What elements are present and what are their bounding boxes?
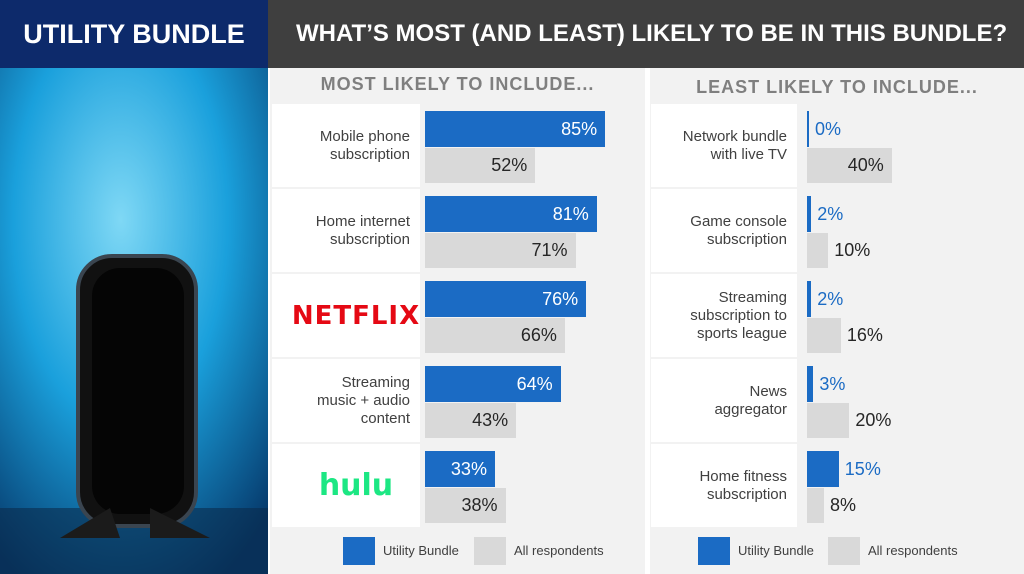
legend-label: Utility Bundle — [738, 543, 814, 558]
bar — [425, 366, 561, 402]
bar — [807, 281, 812, 317]
bar — [807, 488, 824, 523]
category-label: Home fitness subscription — [651, 444, 797, 527]
bar — [807, 366, 814, 402]
bar — [425, 281, 587, 317]
value-label: 64% — [516, 374, 553, 394]
bar — [807, 233, 829, 268]
bar — [425, 451, 495, 487]
bar — [425, 196, 597, 232]
bar — [807, 196, 812, 232]
value-label: 40% — [847, 155, 884, 175]
value-label: 16% — [846, 325, 883, 345]
router-image — [0, 68, 268, 574]
value-label: 71% — [531, 240, 568, 260]
bar — [807, 451, 839, 487]
bar — [425, 488, 506, 523]
bar — [425, 111, 606, 147]
bar — [425, 148, 536, 183]
category-label: Streaming music + audio content — [272, 359, 420, 442]
value-label: 33% — [450, 459, 487, 479]
value-label: 2% — [817, 204, 844, 224]
left-header: UTILITY BUNDLE — [0, 0, 268, 68]
value-label: 43% — [472, 410, 509, 430]
value-label: 81% — [552, 204, 589, 224]
value-label: 38% — [461, 495, 498, 515]
value-label: 76% — [542, 289, 579, 309]
value-label: 85% — [561, 119, 598, 139]
value-label: 10% — [834, 240, 871, 260]
legend-swatch — [474, 537, 506, 565]
value-label: 8% — [829, 495, 856, 515]
bar — [807, 318, 841, 353]
bar — [807, 148, 892, 183]
legend-label: All respondents — [868, 543, 958, 558]
right-header: WHAT’S MOST (AND LEAST) LIKELY TO BE IN … — [268, 0, 1024, 68]
legend-label: All respondents — [514, 543, 604, 558]
category-label: Mobile phone subscription — [272, 104, 420, 187]
value-label: 0% — [815, 119, 842, 139]
bar — [807, 111, 809, 147]
category-label: Streaming subscription to sports league — [651, 274, 797, 357]
bar — [425, 318, 565, 353]
chart-title: LEAST LIKELY TO INCLUDE... — [696, 77, 978, 97]
bar — [425, 233, 576, 268]
bar — [425, 403, 517, 438]
category-label: Home internet subscription — [272, 189, 420, 272]
value-label: 66% — [520, 325, 557, 345]
legend-label: Utility Bundle — [383, 543, 459, 558]
category-label: Game console subscription — [651, 189, 797, 272]
legend-swatch — [698, 537, 730, 565]
category-label: News aggregator — [651, 359, 797, 442]
right-title: WHAT’S MOST (AND LEAST) LIKELY TO BE IN … — [296, 20, 1008, 47]
bar — [807, 403, 850, 438]
legend-swatch — [343, 537, 375, 565]
value-label: 20% — [855, 410, 892, 430]
category-label: Network bundle with live TV — [651, 104, 797, 187]
legend-swatch — [828, 537, 860, 565]
value-label: 3% — [819, 374, 846, 394]
value-label: 52% — [491, 155, 528, 175]
left-title: UTILITY BUNDLE — [23, 18, 245, 49]
category-label: NETFLIX — [272, 274, 420, 357]
category-label: hulu — [272, 444, 420, 527]
value-label: 2% — [817, 289, 844, 309]
chart-title: MOST LIKELY TO INCLUDE... — [320, 74, 595, 94]
value-label: 15% — [844, 459, 881, 479]
